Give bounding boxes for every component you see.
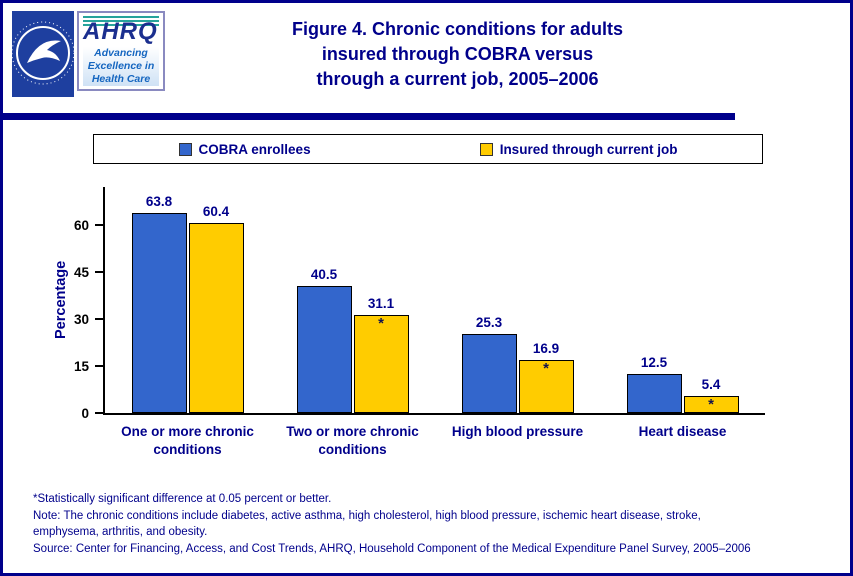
ahrq-logo-tagline: Advancing Excellence in Health Care [83, 47, 159, 87]
y-axis-tick-label: 0 [81, 406, 89, 421]
y-axis-tick-label: 60 [73, 217, 89, 233]
figure-title-line: through a current job, 2005–2006 [316, 69, 599, 90]
ahrq-tagline-line: Advancing [94, 47, 148, 59]
y-axis-tick-label: 45 [73, 264, 89, 280]
bar-value-label: 12.5 [640, 355, 668, 370]
bar-chart: Percentage 0 15 30 45 60 63.8 60.4 One or more … [3, 172, 850, 467]
bar-value-label: 5.4 [701, 377, 721, 392]
ahrq-tagline-line: Health Care [91, 73, 151, 86]
ahrq-tagline-line: Excellence in [87, 60, 155, 73]
legend-swatch [178, 142, 192, 156]
legend-item-current-job: Insured through current job [479, 141, 678, 157]
legend-label: Insured through current job [499, 141, 678, 157]
significance-asterisk: * [543, 360, 549, 377]
y-axis-tick [95, 412, 103, 414]
footnotes: *Statistically significant difference at… [33, 491, 850, 558]
y-axis-tick [95, 317, 103, 320]
bar-current-job [518, 360, 574, 413]
bar-value-label: 40.5 [310, 267, 338, 282]
bar-cobra [131, 213, 187, 413]
category-label: Two or more chronic conditions [286, 424, 419, 457]
header-divider [3, 113, 735, 120]
y-axis-tick [95, 364, 103, 367]
bar-value-label: 63.8 [145, 194, 173, 209]
bar-value-label: 25.3 [475, 315, 503, 330]
bar-cobra [461, 334, 517, 413]
ahrq-logo-stripes [83, 16, 159, 26]
category-label: One or more chronic conditions [121, 424, 254, 457]
bar-group: 12.5 5.4 * [600, 187, 765, 413]
category-label: Heart disease [638, 424, 727, 439]
header: AHRQ Advancing Excellence in Health Care… [3, 3, 850, 107]
y-axis-tick [95, 223, 103, 226]
y-axis-tick-label: 15 [73, 358, 89, 374]
footnote-note-line1: Note: The chronic conditions include dia… [33, 509, 701, 522]
bar-value-label: 60.4 [202, 204, 230, 219]
footnote-source: Source: Center for Financing, Access, an… [33, 543, 751, 556]
logo-group: AHRQ Advancing Excellence in Health Care [12, 11, 165, 97]
bar-value-label: 31.1 [367, 296, 395, 311]
bar-current-job [188, 223, 244, 413]
bar-current-job [683, 396, 739, 413]
significance-asterisk: * [378, 315, 384, 332]
bar-group: 63.8 60.4 [105, 187, 270, 413]
figure-title-line: Figure 4. Chronic conditions for adults [291, 19, 623, 39]
bar-value-label: 16.9 [532, 341, 560, 356]
chart-legend: COBRA enrollees Insured through current … [93, 134, 763, 164]
bar-cobra [626, 374, 682, 413]
legend-swatch [479, 142, 493, 156]
y-axis-tick-label: 30 [73, 311, 89, 327]
hhs-logo-icon [12, 11, 74, 97]
figure-title-line: insured through COBRA versus [321, 44, 594, 65]
significance-asterisk: * [708, 396, 714, 413]
bar-cobra [296, 286, 352, 413]
bar-group: 25.3 16.9 * [435, 187, 600, 413]
footnote-significance: *Statistically significant difference at… [33, 493, 332, 505]
ahrq-logo: AHRQ Advancing Excellence in Health Care [77, 11, 165, 91]
category-label: High blood pressure [451, 424, 584, 439]
y-axis-tick [95, 270, 103, 273]
bar-group: 40.5 31.1 * [270, 187, 435, 413]
plot-area: 0 15 30 45 60 63.8 60.4 One or more chronic con… [74, 187, 765, 457]
bar-current-job [353, 315, 409, 413]
footnote-note-line2: emphysema, arthritis, and obesity. [33, 526, 208, 539]
legend-label: COBRA enrollees [198, 141, 311, 157]
legend-item-cobra: COBRA enrollees [178, 141, 311, 157]
ahrq-logo-acronym: AHRQ [83, 18, 158, 45]
figure-title: Figure 4. Chronic conditions for adults … [3, 17, 850, 93]
